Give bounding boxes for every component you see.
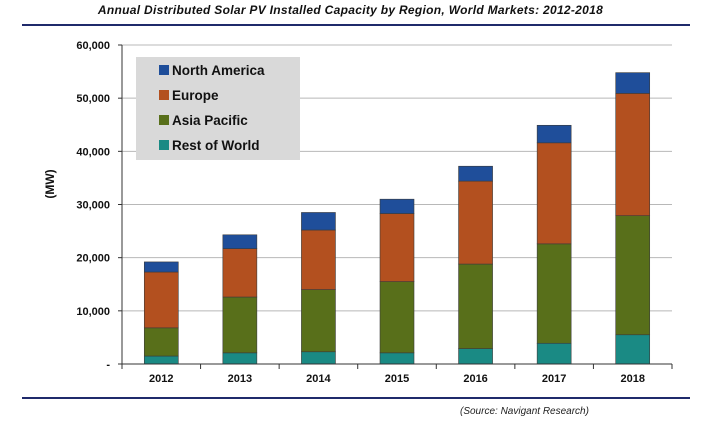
stacked-bar-chart: - 10,000 20,000 30,000 40,000 50,000 60,000 20… [43, 40, 673, 385]
legend-label: Europe [172, 88, 219, 103]
bar-segment-asia-pacific [615, 215, 651, 336]
bar-segment-north-america [222, 234, 258, 249]
legend-label: North America [172, 63, 265, 78]
bar-segment-asia-pacific [379, 281, 415, 354]
x-tick-label: 2013 [228, 373, 252, 385]
bar-segment-europe [615, 93, 651, 216]
bar-stacks [143, 72, 651, 365]
legend: North America Europe Asia Pacific Rest of W… [136, 57, 300, 160]
y-axis-label: (MW) [43, 169, 57, 198]
legend-label: Rest of World [172, 138, 260, 153]
bar-segment-rest-of-world [301, 351, 336, 365]
bar-segment-rest-of-world [379, 352, 415, 365]
bar-segment-asia-pacific [301, 289, 336, 353]
x-tick-label: 2017 [542, 373, 566, 385]
x-tick-label: 2014 [306, 373, 331, 385]
y-tick-labels: - 10,000 20,000 30,000 40,000 50,000 60,000 [76, 40, 122, 371]
x-tick-label: 2018 [620, 373, 644, 385]
y-tick-label: 20,000 [76, 253, 110, 265]
bar-segment-rest-of-world [143, 355, 179, 365]
legend-swatch [159, 65, 169, 75]
bar-segment-rest-of-world [458, 348, 493, 365]
bar-segment-asia-pacific [222, 296, 258, 354]
source-note: (Source: Navigant Research) [460, 406, 589, 417]
x-tick-label: 2016 [463, 373, 487, 385]
bar-segment-asia-pacific [458, 263, 493, 349]
bar-segment-rest-of-world [536, 342, 572, 365]
bar-segment-rest-of-world [615, 334, 651, 365]
y-tick-label: 60,000 [76, 40, 110, 52]
bar-segment-north-america [536, 124, 572, 144]
y-tick-label: - [106, 359, 110, 371]
bar-segment-europe [143, 271, 179, 329]
bar-segment-rest-of-world [222, 352, 258, 365]
y-tick-label: 10,000 [76, 306, 110, 318]
bar-segment-europe [379, 213, 415, 282]
bar-segment-asia-pacific [143, 327, 179, 357]
bar-segment-europe [301, 229, 336, 290]
legend-swatch [159, 90, 169, 100]
y-tick-label: 30,000 [76, 200, 110, 212]
bar-segment-north-america [615, 72, 651, 94]
x-tick-labels: 2012 2013 2014 2015 2016 2017 2018 [149, 373, 645, 385]
x-tick-label: 2012 [149, 373, 173, 385]
bar-segment-north-america [301, 212, 336, 231]
legend-label: Asia Pacific [172, 113, 248, 128]
bar-segment-north-america [458, 165, 493, 182]
chart-title: Annual Distributed Solar PV Installed Ca… [97, 3, 604, 17]
bottom-divider [22, 397, 690, 399]
bar-segment-asia-pacific [536, 243, 572, 344]
legend-swatch [159, 115, 169, 125]
legend-swatch [159, 140, 169, 150]
x-tick-label: 2015 [385, 373, 409, 385]
bar-segment-europe [536, 142, 572, 245]
y-tick-label: 40,000 [76, 146, 110, 158]
bar-segment-europe [458, 180, 493, 265]
bar-segment-europe [222, 248, 258, 298]
bar-segment-north-america [143, 261, 179, 273]
bar-segment-north-america [379, 198, 415, 214]
top-divider [22, 24, 690, 26]
y-tick-label: 50,000 [76, 93, 110, 105]
